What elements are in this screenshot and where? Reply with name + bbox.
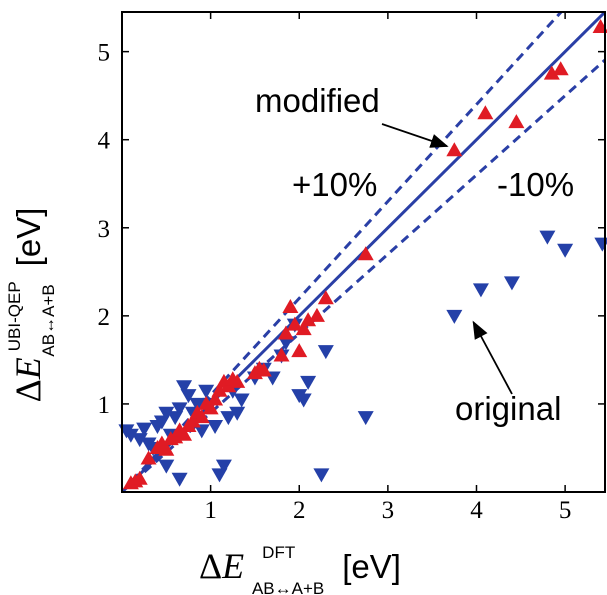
- annotations: modified original +10% -10%: [255, 82, 574, 427]
- y-axis-label-symbol: E: [8, 357, 48, 380]
- x-axis-label-superscript: DFT: [262, 543, 295, 562]
- original-point: [171, 402, 188, 417]
- x-tick-label: 1: [204, 497, 217, 524]
- original-point: [233, 393, 250, 408]
- x-axis-label-subscript: AB↔A+B: [252, 579, 324, 595]
- original-point: [295, 393, 312, 408]
- original-point: [220, 411, 237, 426]
- modified-point: [131, 470, 148, 485]
- y-axis-label: ΔE UBI-QEP AB↔A+B [eV]: [5, 208, 58, 403]
- modified-point: [211, 382, 228, 397]
- original-point: [198, 384, 215, 399]
- x-tick-label: 3: [382, 497, 395, 524]
- x-axis-label-delta: Δ: [199, 546, 222, 586]
- x-axis-label-symbol: E: [221, 546, 244, 586]
- original-point: [557, 243, 574, 258]
- original-point: [193, 424, 210, 439]
- modified-point: [193, 409, 210, 424]
- x-axis-label-unit: [eV]: [342, 548, 401, 585]
- original-point: [594, 237, 607, 252]
- modified-point: [446, 142, 463, 157]
- x-tick-label: 2: [293, 497, 306, 524]
- modified-point: [543, 65, 560, 80]
- original-point: [158, 406, 175, 421]
- modified-point: [592, 18, 607, 33]
- original-point: [136, 422, 153, 437]
- modified-point: [229, 373, 246, 388]
- original-point: [131, 433, 148, 448]
- original-point: [300, 375, 317, 390]
- modified-point: [552, 61, 569, 76]
- modified-point: [508, 114, 525, 129]
- modified-point: [291, 343, 308, 358]
- modified-point: [282, 299, 299, 314]
- original-point: [180, 389, 197, 404]
- data-points: [118, 18, 607, 490]
- original-point: [215, 459, 232, 474]
- y-axis-label-delta: Δ: [8, 379, 48, 402]
- x-axis-label: ΔE DFT AB↔A+B [eV]: [199, 543, 401, 595]
- original-point: [472, 283, 489, 298]
- band-label-plus: +10%: [292, 166, 377, 203]
- plot-frame: [121, 11, 606, 493]
- annotation-modified: modified: [255, 82, 380, 119]
- original-point: [313, 468, 330, 483]
- x-tick-label: 5: [559, 497, 572, 524]
- original-point: [446, 309, 463, 324]
- modified-point: [286, 316, 303, 331]
- original-point: [503, 276, 520, 291]
- original-point: [539, 230, 556, 245]
- modified-point: [158, 441, 175, 456]
- original-point: [317, 345, 334, 360]
- y-tick-label: 1: [98, 392, 111, 419]
- y-axis-label-superscript: UBI-QEP: [5, 282, 24, 352]
- annotation-arrow: [472, 320, 513, 395]
- modified-point: [207, 391, 224, 406]
- annotation-original: original: [455, 390, 561, 427]
- y-axis-label-unit: [eV]: [10, 208, 47, 267]
- x-tick-label: 4: [470, 497, 483, 524]
- original-point: [158, 459, 175, 474]
- modified-point: [202, 400, 219, 415]
- modified-point: [295, 321, 312, 336]
- modified-point: [317, 290, 334, 305]
- modified-point: [184, 413, 201, 428]
- modified-point: [273, 347, 290, 362]
- modified-point: [255, 362, 272, 377]
- original-point: [277, 336, 294, 351]
- band-label-minus: -10%: [497, 166, 574, 203]
- modified-point: [357, 246, 374, 261]
- modified-point: [277, 325, 294, 340]
- original-point: [357, 411, 374, 426]
- y-tick-label: 4: [98, 128, 111, 155]
- modified-point: [176, 426, 193, 441]
- modified-point: [220, 378, 237, 393]
- original-point: [171, 472, 188, 487]
- modified-point: [140, 450, 157, 465]
- y-tick-label: 5: [98, 40, 111, 67]
- modified-point: [300, 312, 317, 327]
- y-tick-label: 3: [98, 216, 111, 243]
- axis-ticks: 1 2 3 4 5 1 2 3 4 5: [98, 12, 605, 524]
- y-axis-label-subscript: AB↔A+B: [39, 284, 58, 356]
- original-point: [229, 406, 246, 421]
- original-point: [122, 428, 139, 443]
- original-point: [207, 419, 224, 434]
- y-tick-label: 2: [98, 304, 111, 331]
- original-point: [176, 380, 193, 395]
- modified-point: [308, 307, 325, 322]
- modified-point: [477, 105, 494, 120]
- annotation-arrow: [381, 123, 449, 148]
- plot-border: [121, 11, 606, 493]
